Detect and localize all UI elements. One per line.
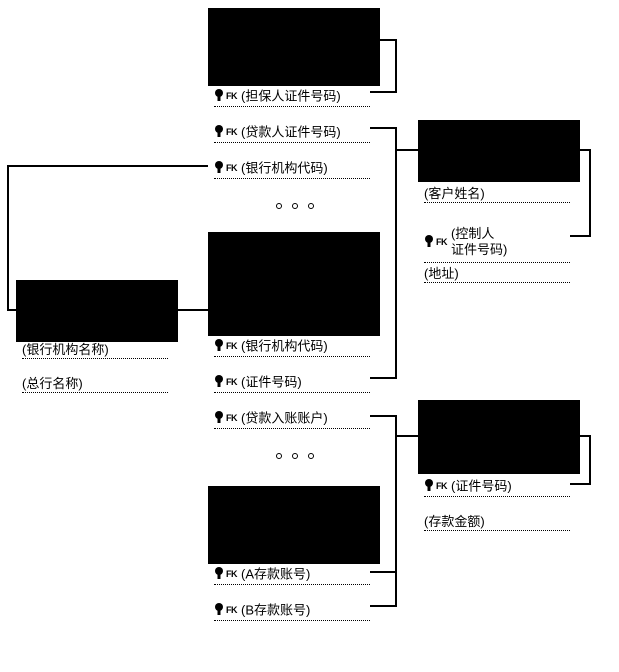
mid-row-2: FK (贷款入账账户): [214, 410, 370, 429]
key-icon: [214, 124, 224, 140]
bank-header: [16, 280, 178, 342]
row-label: (担保人证件号码): [241, 89, 341, 104]
top-header: [208, 8, 380, 86]
row-label: (贷款人证件号码): [241, 125, 341, 140]
key-icon: [424, 234, 434, 250]
key-icon: [214, 374, 224, 390]
mid-header: [208, 232, 380, 336]
ellipsis: [276, 196, 324, 212]
customer-row-0: (客户姓名): [424, 186, 570, 203]
row-label: (银行机构名称): [22, 342, 109, 357]
row-label: (贷款入账账户): [241, 411, 328, 426]
row-label: (总行名称): [22, 376, 83, 391]
deposit-header: [418, 400, 580, 474]
key-icon: [214, 88, 224, 104]
fk-label: FK: [226, 163, 237, 173]
fk-label: FK: [226, 341, 237, 351]
key-icon: [214, 338, 224, 354]
er-diagram: (银行机构名称) (总行名称) FK (担保人证件号码) FK (贷款人证件号码) FK (银…: [0, 0, 619, 672]
customer-header: [418, 120, 580, 182]
fk-label: FK: [436, 237, 447, 247]
customer-row-2: (地址): [424, 266, 570, 283]
mid-row-0: FK (银行机构代码): [214, 338, 370, 357]
key-icon: [214, 602, 224, 618]
fk-label: FK: [226, 377, 237, 387]
fk-label: FK: [436, 481, 447, 491]
row-label: (B存款账号): [241, 603, 310, 618]
fk-label: FK: [226, 91, 237, 101]
row-label: (证件号码): [241, 375, 302, 390]
mid-row-1: FK (证件号码): [214, 374, 370, 393]
key-icon: [214, 160, 224, 176]
fk-label: FK: [226, 605, 237, 615]
connector-3: [370, 128, 418, 150]
row-label: (地址): [424, 266, 459, 281]
bot-row-0: FK (A存款账号): [214, 566, 370, 585]
fk-label: FK: [226, 569, 237, 579]
row-label: (控制人 证件号码): [451, 226, 507, 258]
fk-label: FK: [226, 413, 237, 423]
top-row-1: FK (贷款人证件号码): [214, 124, 370, 143]
deposit-row-1: (存款金额): [424, 514, 570, 531]
key-icon: [424, 478, 434, 494]
bot-header: [208, 486, 380, 564]
key-icon: [214, 410, 224, 426]
bank-row-0: (银行机构名称): [22, 342, 168, 359]
connector-7: [370, 572, 396, 606]
fk-label: FK: [226, 127, 237, 137]
bank-row-1: (总行名称): [22, 376, 168, 393]
row-label: (存款金额): [424, 514, 485, 529]
row-label: (证件号码): [451, 479, 512, 494]
row-label: (银行机构代码): [241, 339, 328, 354]
key-icon: [214, 566, 224, 582]
row-label: (A存款账号): [241, 567, 310, 582]
deposit-row-0: FK (证件号码): [424, 478, 570, 497]
row-label: (客户姓名): [424, 186, 485, 201]
customer-row-1: FK (控制人 证件号码): [424, 226, 570, 263]
ellipsis: [276, 446, 324, 462]
top-row-0: FK (担保人证件号码): [214, 88, 370, 107]
row-label: (银行机构代码): [241, 161, 328, 176]
top-row-2: FK (银行机构代码): [214, 160, 370, 179]
bot-row-1: FK (B存款账号): [214, 602, 370, 621]
connector-5: [370, 416, 418, 436]
